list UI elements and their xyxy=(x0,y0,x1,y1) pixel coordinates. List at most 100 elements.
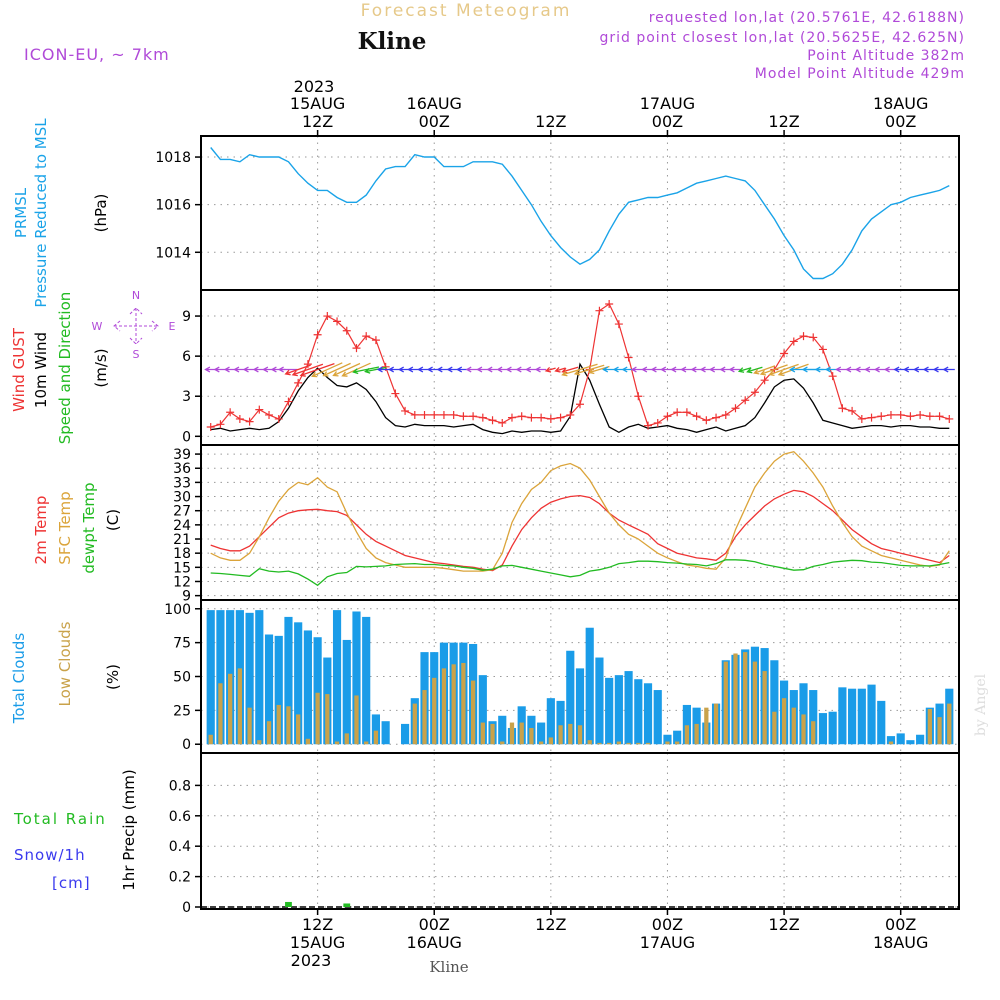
wind-direction-arrow xyxy=(746,366,763,374)
total-cloud-bar xyxy=(916,734,925,745)
y-tick-label-precip: 0.2 xyxy=(169,870,191,886)
total-cloud-bar xyxy=(342,639,351,745)
total-cloud-bar xyxy=(770,660,779,745)
bottom-time-label: 12Z xyxy=(302,915,333,934)
total-cloud-bar xyxy=(284,616,293,745)
low-cloud-bar xyxy=(538,741,544,745)
low-cloud-bar xyxy=(266,721,272,745)
total-cloud-bar xyxy=(799,683,808,745)
low-cloud-bar xyxy=(568,723,573,745)
low-cloud-bar xyxy=(743,652,748,745)
y-tick-label-clouds: 0 xyxy=(182,737,191,753)
wind-direction-arrow xyxy=(680,366,693,373)
low-cloud-bar xyxy=(344,733,349,745)
low-cloud-bar xyxy=(888,741,894,745)
low-cloud-bar xyxy=(529,727,534,745)
low-cloud-bar xyxy=(519,722,524,745)
low-cloud-bar xyxy=(694,723,699,745)
low-cloud-bar xyxy=(645,742,651,745)
total-cloud-bar xyxy=(643,683,653,745)
low-cloud-bar xyxy=(432,677,437,745)
low-cloud-bar xyxy=(811,721,816,745)
clouds-unit-label: (%) xyxy=(104,664,122,690)
total-cloud-bar xyxy=(245,612,254,745)
gust-marker xyxy=(313,330,322,339)
total-cloud-bar xyxy=(546,698,555,745)
low-cloud-bar xyxy=(422,690,427,745)
total-cloud-bar xyxy=(566,650,575,745)
y-tick-label-temperature: 33 xyxy=(173,475,191,491)
wind-direction-arrow xyxy=(728,366,741,373)
top-date-label: 15AUG xyxy=(290,94,345,113)
y-tick-label-temperature: 39 xyxy=(173,447,191,463)
gust-marker xyxy=(848,406,857,415)
total-cloud-bar xyxy=(498,715,507,745)
wind-direction-arrow xyxy=(554,366,566,373)
pressure-unit-label: (hPa) xyxy=(92,194,110,233)
total-clouds-label: Total Clouds xyxy=(10,633,28,725)
total-cloud-bar xyxy=(634,679,643,745)
total-cloud-bar xyxy=(332,610,342,745)
precip-unit-label: 1hr Precip (mm) xyxy=(120,769,138,890)
low-cloud-bar xyxy=(665,741,670,745)
bottom-time-label: 12Z xyxy=(535,915,566,934)
temp-2m-line xyxy=(210,489,950,572)
gust-marker xyxy=(877,412,886,421)
low-cloud-bar xyxy=(947,703,952,745)
top-time-label: 12Z xyxy=(302,112,333,131)
low-cloud-bar xyxy=(733,653,738,745)
bottom-time-label: 00Z xyxy=(419,915,450,934)
pressure-line xyxy=(210,147,950,280)
top-time-label: 12Z xyxy=(768,112,799,131)
gust-marker xyxy=(731,404,740,413)
low-cloud-bar xyxy=(315,692,320,745)
low-cloud-bar xyxy=(257,740,262,745)
low-cloud-bar xyxy=(247,707,252,745)
low-cloud-bar xyxy=(577,725,583,745)
gust-marker xyxy=(507,413,516,422)
gust-marker xyxy=(682,408,691,417)
sfc-temp-line xyxy=(210,450,950,572)
total-cloud-bar xyxy=(886,736,896,745)
wind-direction-arrow xyxy=(525,366,537,373)
wind-10m-label: 10m Wind xyxy=(32,332,50,408)
y-tick-label-temperature: 30 xyxy=(173,490,191,506)
total-cloud-bar xyxy=(274,635,283,745)
panels: 1014101610180369912151821242730333639025… xyxy=(10,118,960,916)
panel-precip: 0 0.2 0.4 0.6 0.8 xyxy=(169,752,960,916)
bottom-date-label: 17AUG xyxy=(640,933,695,952)
location-title: Kline xyxy=(358,28,427,55)
total-cloud-bar xyxy=(867,684,876,745)
gust-marker xyxy=(226,408,235,417)
gust-marker xyxy=(595,306,604,315)
low-cloud-bar xyxy=(480,722,485,745)
low-cloud-bar xyxy=(636,742,641,745)
wind-direction-arrow xyxy=(942,366,955,373)
y-tick-label-wind: 9 xyxy=(182,309,191,325)
compass-w-label: W xyxy=(92,320,103,333)
bottom-time-label: 00Z xyxy=(652,915,683,934)
y-tick-label-clouds: 50 xyxy=(173,670,191,686)
total-cloud-bar xyxy=(877,700,886,745)
panel-labels: PRMSL Pressure Reduced to MSL (hPa) Wind GU… xyxy=(10,118,176,892)
bottom-date-label: 15AUG xyxy=(290,933,345,952)
total-cloud-bar xyxy=(838,687,847,745)
low-cloud-bar xyxy=(616,741,622,745)
low-cloud-bar xyxy=(801,714,806,745)
wind-speed-line xyxy=(210,362,950,435)
low-cloud-bar xyxy=(723,661,728,745)
total-cloud-bar xyxy=(673,730,682,745)
speed-direction-label: Speed and Direction xyxy=(56,292,74,445)
wind-direction-arrow xyxy=(277,366,298,373)
y-tick-label-wind: 6 xyxy=(182,349,191,365)
bottom-date-label: 18AUG xyxy=(873,933,928,952)
pressure-msl-label: Pressure Reduced to MSL xyxy=(32,118,50,308)
wind-direction-arrow xyxy=(486,366,498,373)
gust-marker xyxy=(371,336,380,345)
gust-marker xyxy=(634,392,643,401)
y-tick-label-precip: 0.8 xyxy=(169,778,191,794)
wind-direction-arrow xyxy=(352,366,380,375)
